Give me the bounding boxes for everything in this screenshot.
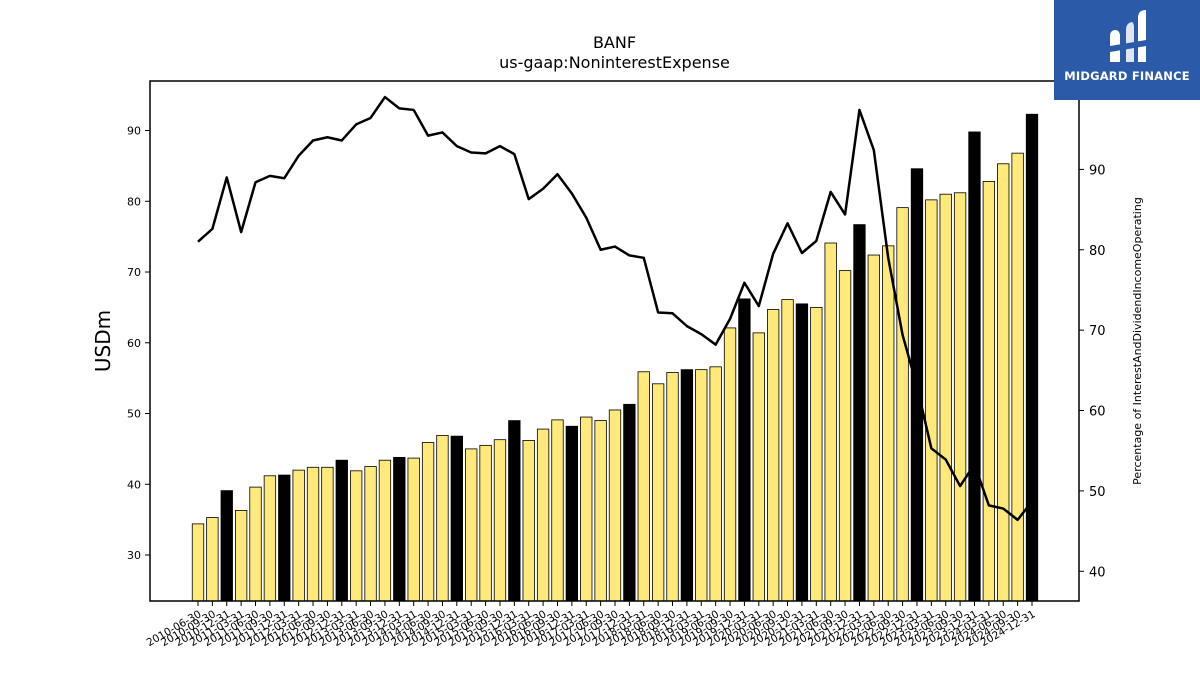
bar — [551, 419, 564, 602]
bar — [824, 242, 837, 602]
bar — [364, 466, 377, 602]
bar — [752, 332, 765, 602]
bar — [867, 254, 880, 602]
y-tick-label: 40 — [127, 478, 141, 491]
bar — [508, 420, 521, 602]
bar — [191, 523, 205, 602]
bar — [407, 457, 420, 602]
bar — [580, 416, 593, 602]
y2-axis-label: Percentage of InterestAndDividendIncomeO… — [1131, 197, 1144, 485]
y-tick-label: 60 — [127, 337, 141, 350]
bar — [292, 469, 305, 602]
bar — [249, 486, 262, 602]
bar — [1011, 152, 1024, 602]
x-axis: 2010-06-302010-09-302010-12-312011-03-31… — [145, 601, 1038, 649]
series-line — [197, 95, 1033, 522]
bar — [206, 517, 219, 602]
y2-tick-label: 80 — [1089, 244, 1106, 259]
brand-logo: MIDGARD FINANCE — [1054, 0, 1200, 100]
bar — [378, 459, 392, 602]
bar — [623, 403, 636, 602]
y-tick-label: 50 — [127, 408, 141, 421]
y-axis-left: 30 40 50 60 70 80 90 — [127, 125, 150, 562]
y2-tick-label: 70 — [1089, 324, 1106, 339]
bar — [522, 439, 535, 602]
bar — [594, 420, 607, 602]
bar — [767, 309, 780, 602]
bar — [234, 510, 248, 602]
y2-tick-label: 40 — [1089, 565, 1106, 580]
bar — [666, 372, 679, 602]
bar — [695, 369, 708, 602]
bar — [335, 459, 348, 602]
line-layer — [197, 95, 1033, 522]
bar — [493, 439, 507, 602]
bar — [709, 366, 722, 602]
brand-name: MIDGARD FINANCE — [1064, 69, 1190, 83]
bar — [968, 131, 981, 602]
bar — [925, 199, 938, 602]
chart-subtitle: us-gaap:NoninterestExpense — [499, 53, 730, 72]
y2-tick-label: 50 — [1089, 485, 1106, 500]
y-axis-right: 40 50 60 70 80 90 — [1079, 163, 1106, 580]
bar — [450, 435, 463, 602]
brand-mark-icon — [1110, 10, 1146, 62]
bar — [953, 192, 967, 602]
bar — [997, 163, 1010, 602]
y-tick-label: 70 — [127, 266, 141, 279]
bars-layer — [191, 113, 1039, 602]
bar — [781, 299, 794, 602]
y-tick-label: 80 — [127, 195, 141, 208]
bar — [608, 409, 622, 602]
bar — [436, 435, 449, 602]
bar — [738, 298, 751, 602]
bar — [350, 470, 363, 602]
bar — [853, 224, 866, 602]
bar — [939, 193, 952, 602]
bar — [393, 456, 406, 602]
bar — [565, 425, 579, 602]
chart-title: BANF — [593, 33, 636, 52]
y2-tick-label: 90 — [1089, 163, 1106, 178]
bar — [723, 327, 737, 602]
bar — [465, 448, 478, 602]
y-tick-label: 30 — [127, 549, 141, 562]
bar — [896, 207, 909, 602]
bar — [982, 181, 996, 602]
y-axis-label: USDm — [91, 310, 115, 372]
bar — [479, 444, 492, 602]
y-tick-label: 90 — [127, 125, 141, 138]
bar — [882, 245, 895, 602]
bar — [810, 306, 823, 602]
bar — [278, 474, 291, 602]
bar — [536, 428, 550, 602]
bar — [637, 371, 650, 602]
bar — [263, 475, 277, 602]
y2-tick-label: 60 — [1089, 405, 1106, 420]
bar — [651, 383, 665, 602]
bar — [321, 466, 334, 602]
bar — [220, 490, 233, 602]
bar — [1025, 113, 1039, 602]
bar — [680, 369, 694, 602]
bar — [838, 270, 852, 602]
bar — [421, 442, 435, 602]
bar — [306, 466, 320, 602]
bar — [795, 303, 809, 602]
